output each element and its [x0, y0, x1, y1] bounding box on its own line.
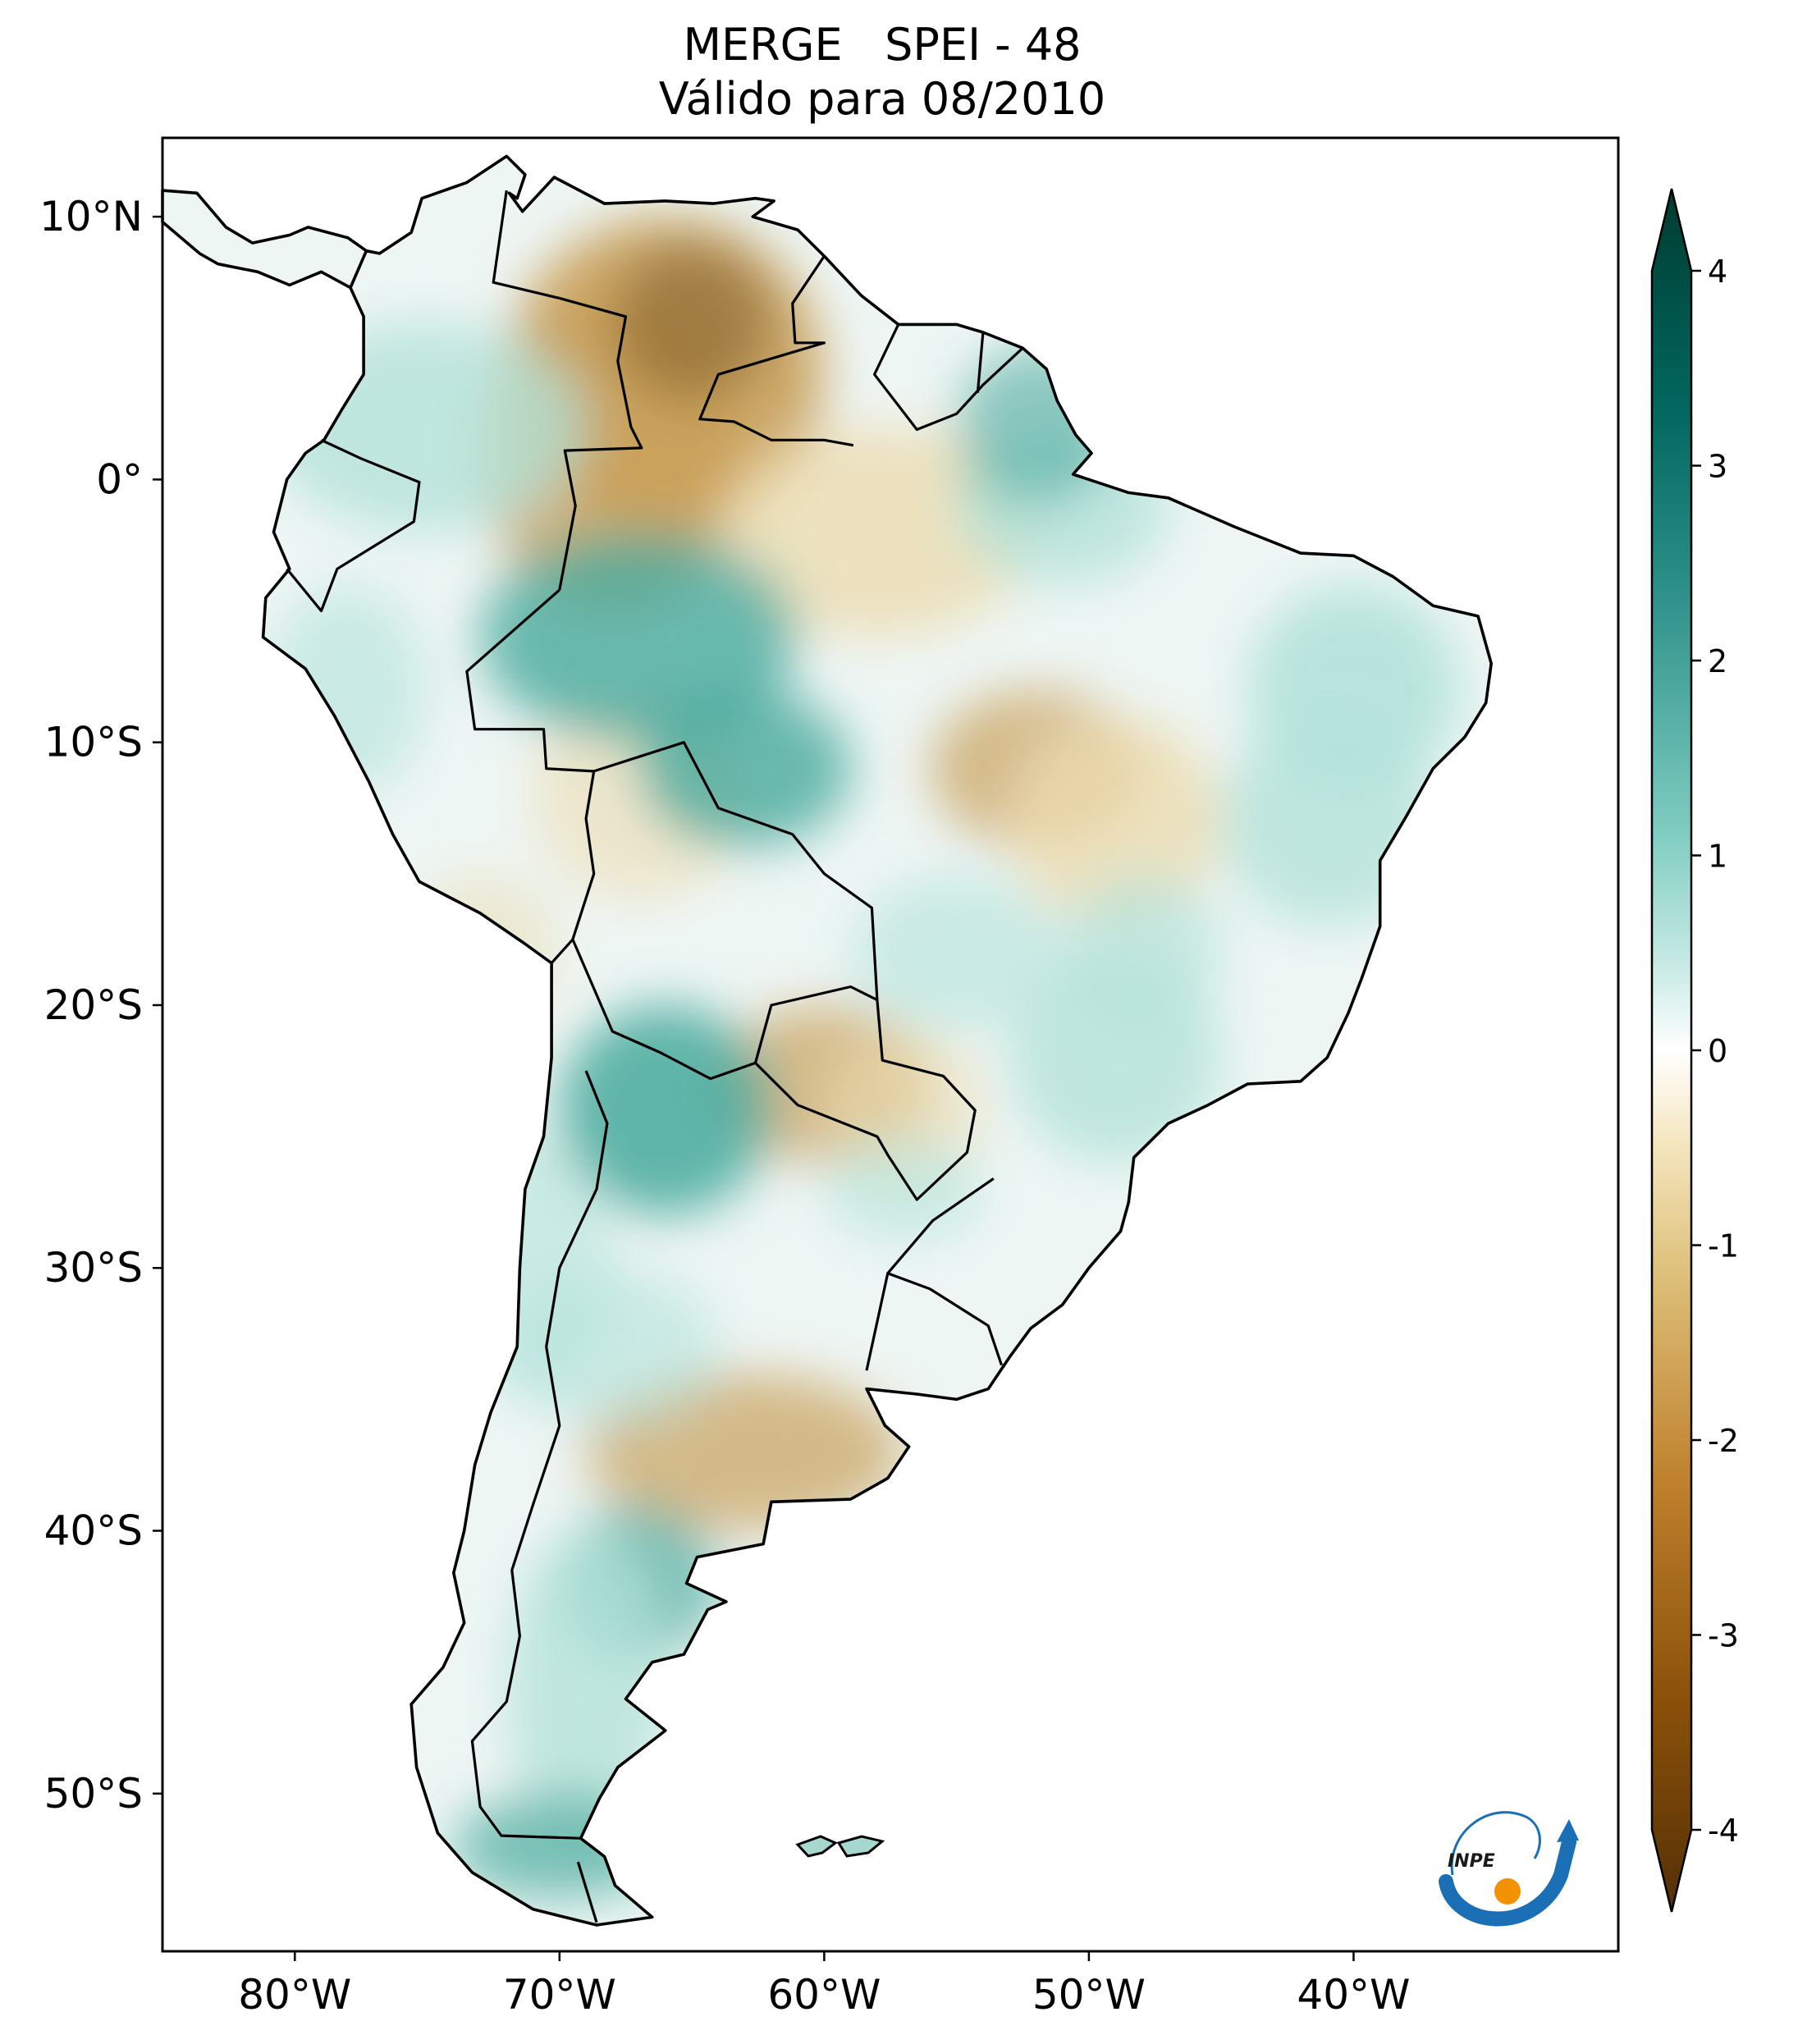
- logo-orange-dot: [1494, 1878, 1521, 1905]
- spei-patch: [824, 1136, 983, 1242]
- border-line: [571, 741, 879, 1081]
- border-line: [576, 1861, 598, 1923]
- lon-tick-label: 80°W: [238, 1971, 351, 2019]
- border-line: [492, 190, 643, 591]
- west-falkland: [795, 1835, 838, 1858]
- political-borders: [286, 190, 1024, 1923]
- lon-tick-label: 40°W: [1297, 1971, 1410, 2019]
- title-line-2: Válido para 08/2010: [658, 73, 1106, 125]
- colorbar-tick-label: 2: [1708, 643, 1727, 679]
- longitude-axis: 80°W 70°W 60°W 50°W 40°W: [238, 1951, 1410, 2019]
- colorbar-tick-label: 1: [1708, 839, 1727, 875]
- border-line: [286, 438, 421, 613]
- inpe-logo: INPE: [1439, 1811, 1579, 1927]
- border-line: [865, 1273, 890, 1371]
- title-line-1: MERGE SPEI - 48: [683, 19, 1082, 71]
- lat-tick-label: 0°: [96, 455, 143, 503]
- lat-tick-label: 40°S: [44, 1507, 143, 1555]
- logo-text: INPE: [1448, 1851, 1495, 1872]
- spei-patch: [850, 873, 1063, 1031]
- colorbar-tick-label: -1: [1708, 1228, 1739, 1264]
- colorbar-ticks: 4 3 2 1 0 -1 -2 -3 -4: [1691, 254, 1739, 1849]
- lat-tick-label: 50°S: [44, 1770, 143, 1818]
- spei-patch: [638, 689, 851, 848]
- colorbar-tick-label: -3: [1708, 1618, 1739, 1654]
- lat-tick-label: 30°S: [44, 1244, 143, 1292]
- colorbar-tick-label: 3: [1708, 449, 1727, 485]
- logo-swoosh: [1439, 1835, 1576, 1927]
- logo-arrow-head: [1557, 1819, 1579, 1842]
- lat-tick-label: 10°S: [44, 719, 143, 766]
- falkland-islands: [795, 1835, 885, 1858]
- latitude-axis: 10°N 0° 10°S 20°S 30°S 40°S 50°S: [39, 193, 162, 1818]
- lat-tick-label: 20°S: [44, 981, 143, 1029]
- coastline: [161, 154, 1493, 1927]
- colorbar-tick-label: 4: [1708, 254, 1727, 290]
- colorbar-tick-label: -4: [1708, 1813, 1739, 1849]
- spei-patch: [718, 427, 1036, 638]
- lat-tick-label: 10°N: [39, 193, 143, 240]
- lon-tick-label: 70°W: [503, 1971, 616, 2019]
- colorbar-tick-label: -2: [1708, 1423, 1739, 1459]
- spei-patch: [1062, 873, 1222, 1031]
- colorbar: 4 3 2 1 0 -1 -2 -3 -4: [1650, 188, 1739, 1913]
- map-frame: [161, 136, 1620, 1953]
- border-line: [698, 255, 854, 447]
- spei-patch: [1009, 716, 1222, 926]
- border-line: [470, 1070, 609, 1840]
- border-line: [976, 332, 985, 393]
- border-line: [465, 588, 596, 964]
- border-line: [873, 323, 1024, 432]
- lon-tick-label: 60°W: [767, 1971, 881, 2019]
- colorbar-bar: [1650, 188, 1693, 1913]
- logo-orbit-arc: [1450, 1811, 1541, 1876]
- colorbar-tick-label: 0: [1708, 1033, 1727, 1069]
- border-line: [886, 1177, 1004, 1366]
- map-title: MERGE SPEI - 48 Válido para 08/2010: [0, 18, 1764, 126]
- lon-tick-label: 50°W: [1032, 1971, 1146, 2019]
- spei-patch: [612, 243, 771, 401]
- spei-field: [162, 156, 1492, 1926]
- border-line: [754, 999, 977, 1201]
- spei-patch: [506, 1268, 719, 1426]
- spei-patch: [559, 1004, 771, 1216]
- east-falkland: [836, 1835, 885, 1858]
